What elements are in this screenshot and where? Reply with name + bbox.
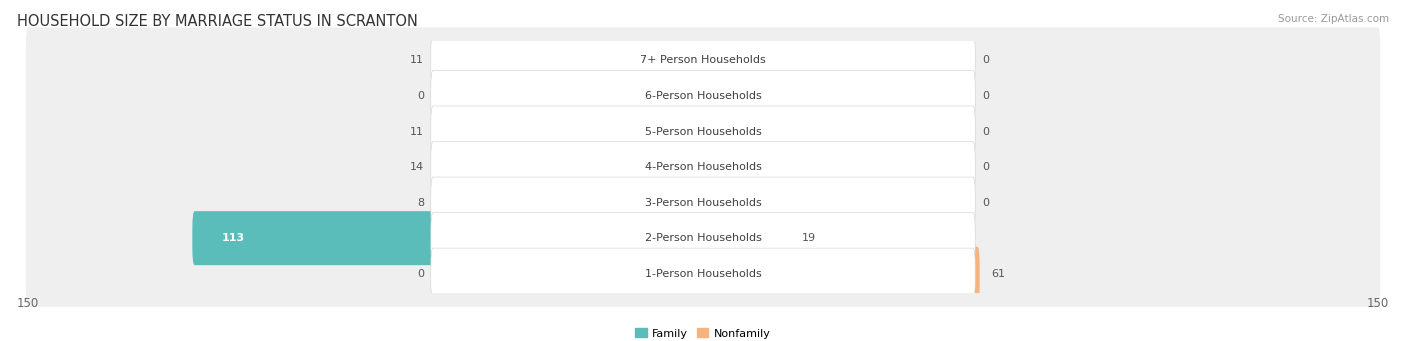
FancyBboxPatch shape bbox=[25, 169, 1381, 236]
FancyBboxPatch shape bbox=[25, 205, 1381, 271]
Text: 0: 0 bbox=[418, 269, 425, 279]
Legend: Family, Nonfamily: Family, Nonfamily bbox=[631, 324, 775, 341]
Text: 8: 8 bbox=[418, 198, 425, 208]
Text: 3-Person Households: 3-Person Households bbox=[644, 198, 762, 208]
Text: 113: 113 bbox=[222, 233, 245, 243]
FancyBboxPatch shape bbox=[638, 140, 706, 194]
Text: 0: 0 bbox=[981, 56, 988, 65]
FancyBboxPatch shape bbox=[25, 134, 1381, 200]
Text: 2-Person Households: 2-Person Households bbox=[644, 233, 762, 243]
Text: 5-Person Households: 5-Person Households bbox=[644, 127, 762, 136]
FancyBboxPatch shape bbox=[430, 212, 976, 264]
Text: 11: 11 bbox=[411, 127, 425, 136]
Text: 0: 0 bbox=[418, 91, 425, 101]
Text: 0: 0 bbox=[981, 91, 988, 101]
Text: 61: 61 bbox=[991, 269, 1005, 279]
Text: 1-Person Households: 1-Person Households bbox=[644, 269, 762, 279]
FancyBboxPatch shape bbox=[25, 27, 1381, 93]
FancyBboxPatch shape bbox=[665, 176, 706, 229]
FancyBboxPatch shape bbox=[651, 33, 706, 88]
FancyBboxPatch shape bbox=[430, 106, 976, 157]
FancyBboxPatch shape bbox=[651, 105, 706, 159]
FancyBboxPatch shape bbox=[430, 142, 976, 193]
Text: 7+ Person Households: 7+ Person Households bbox=[640, 56, 766, 65]
FancyBboxPatch shape bbox=[430, 71, 976, 122]
Text: 0: 0 bbox=[981, 198, 988, 208]
Text: 14: 14 bbox=[411, 162, 425, 172]
FancyBboxPatch shape bbox=[25, 241, 1381, 307]
FancyBboxPatch shape bbox=[193, 211, 706, 265]
FancyBboxPatch shape bbox=[430, 177, 976, 228]
FancyBboxPatch shape bbox=[430, 35, 976, 86]
Text: Source: ZipAtlas.com: Source: ZipAtlas.com bbox=[1278, 14, 1389, 24]
Text: 6-Person Households: 6-Person Households bbox=[644, 91, 762, 101]
Text: 4-Person Households: 4-Person Households bbox=[644, 162, 762, 172]
Text: 19: 19 bbox=[801, 233, 815, 243]
Text: 11: 11 bbox=[411, 56, 425, 65]
Text: 0: 0 bbox=[981, 162, 988, 172]
FancyBboxPatch shape bbox=[25, 63, 1381, 129]
FancyBboxPatch shape bbox=[25, 99, 1381, 165]
Text: 0: 0 bbox=[981, 127, 988, 136]
Text: HOUSEHOLD SIZE BY MARRIAGE STATUS IN SCRANTON: HOUSEHOLD SIZE BY MARRIAGE STATUS IN SCR… bbox=[17, 14, 418, 29]
FancyBboxPatch shape bbox=[700, 247, 980, 301]
FancyBboxPatch shape bbox=[430, 248, 976, 299]
FancyBboxPatch shape bbox=[700, 211, 790, 265]
